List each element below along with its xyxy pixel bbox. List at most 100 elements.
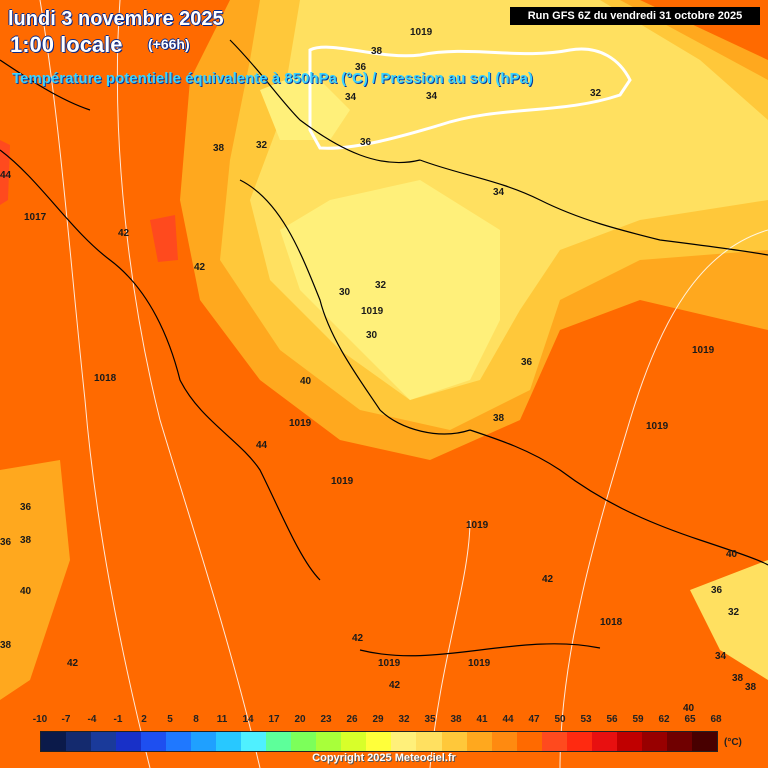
map-label: 32: [375, 280, 387, 291]
map-label: 42: [542, 574, 554, 585]
map-label: 1019: [378, 658, 401, 669]
legend-swatch: [341, 732, 367, 751]
map-label: 36: [355, 62, 367, 73]
legend-swatch: [691, 732, 717, 751]
legend-swatch: [241, 732, 267, 751]
legend-tick-label: -7: [61, 714, 71, 725]
legend-tick-label: 44: [502, 714, 514, 725]
legend-swatch: [616, 732, 642, 751]
coastlines: [0, 39, 768, 657]
legend-swatch: [41, 732, 67, 751]
coast-adriatic: [0, 149, 321, 581]
coast-anatolia: [469, 429, 768, 566]
legend-tick-label: 2: [141, 714, 147, 725]
temp-field-44: [150, 215, 178, 262]
legend-swatch: [66, 732, 92, 751]
coast-aegean-north: [239, 179, 471, 435]
legend-swatch: [591, 732, 617, 751]
legend-tick-label: 32: [398, 714, 410, 725]
coast-crete: [359, 643, 601, 657]
map-label: 40: [20, 586, 32, 597]
legend-tick-label: 59: [632, 714, 644, 725]
map-label: 34: [715, 651, 727, 662]
map-subtitle: Température potentielle équivalente à 85…: [12, 70, 533, 87]
map-label: 40: [300, 376, 312, 387]
legend-tick-label: 5: [167, 714, 173, 725]
map-label: 1019: [692, 345, 715, 356]
isobar-1017-1018: [39, 0, 151, 768]
legend-swatch: [291, 732, 317, 751]
bold-isobar-1019: [308, 45, 632, 150]
legend-tick-label: 23: [320, 714, 332, 725]
legend-tick-label: 17: [268, 714, 280, 725]
map-label: 38: [745, 682, 757, 693]
legend-tick-label: 56: [606, 714, 618, 725]
legend-tick-label: 47: [528, 714, 540, 725]
map-label: 38: [371, 46, 383, 57]
map-label: 1017: [24, 212, 47, 223]
map-label: 32: [256, 140, 268, 151]
map-label: 1018: [94, 373, 117, 384]
legend-swatch: [216, 732, 242, 751]
map-label: 36: [0, 537, 12, 548]
legend-unit: (°C): [724, 737, 742, 748]
map-label: 1019: [410, 27, 433, 38]
temp-field-east: [690, 560, 768, 680]
legend-swatch: [491, 732, 517, 751]
temp-field-29: [280, 180, 500, 400]
legend-tick-label: 8: [193, 714, 199, 725]
legend-tick-label: -1: [113, 714, 123, 725]
legend-tick-label: 53: [580, 714, 592, 725]
legend-swatch: [266, 732, 292, 751]
map-label: 1019: [468, 658, 491, 669]
map-label: 40: [683, 703, 695, 714]
map-label: 1019: [289, 418, 312, 429]
legend-swatch: [366, 732, 392, 751]
map-label: 36: [521, 357, 533, 368]
coast-black-sea: [419, 159, 768, 256]
map-label: 38: [20, 535, 32, 546]
legend-swatch: [566, 732, 592, 751]
map-label: 1019: [361, 306, 384, 317]
map-label: 44: [0, 170, 12, 181]
temp-field-north: [260, 70, 350, 140]
legend-tick-label: 14: [242, 714, 254, 725]
legend-swatch: [541, 732, 567, 751]
map-label: 42: [118, 228, 130, 239]
legend-swatch: [116, 732, 142, 751]
legend-swatch: [516, 732, 542, 751]
map-label: 34: [493, 187, 505, 198]
legend-tick-label: 26: [346, 714, 358, 725]
legend-swatch: [91, 732, 117, 751]
temp-field-west: [0, 460, 70, 700]
map-label: 30: [339, 287, 351, 298]
forecast-local-hour: 1:00 locale: [10, 32, 123, 57]
legend-swatch: [191, 732, 217, 751]
legend-swatch: [166, 732, 192, 751]
copyright-notice: Copyright 2025 Meteociel.fr: [312, 752, 456, 764]
map-label: 36: [711, 585, 723, 596]
legend-tick-label: 11: [216, 714, 228, 725]
legend-tick-label: 62: [658, 714, 670, 725]
map-label: 32: [728, 607, 740, 618]
map-label: 36: [20, 502, 32, 513]
legend-swatch: [416, 732, 442, 751]
color-scale-legend: [40, 731, 718, 752]
legend-swatch: [391, 732, 417, 751]
legend-tick-label: 38: [450, 714, 462, 725]
isobar-1019: [116, 0, 261, 768]
map-label: 42: [194, 262, 206, 273]
map-label: 1019: [466, 520, 489, 531]
legend-tick-label: -4: [87, 714, 97, 725]
map-label: 34: [426, 91, 438, 102]
isobar-1019-south: [429, 519, 471, 768]
legend-tick-label: 29: [372, 714, 384, 725]
forecast-lead-time: (+66h): [148, 36, 190, 52]
map-label: 30: [366, 330, 378, 341]
legend-swatch: [466, 732, 492, 751]
map-label: 42: [67, 658, 79, 669]
legend-tick-label: 35: [424, 714, 436, 725]
run-info-box: Run GFS 6Z du vendredi 31 octobre 2025: [510, 7, 760, 25]
